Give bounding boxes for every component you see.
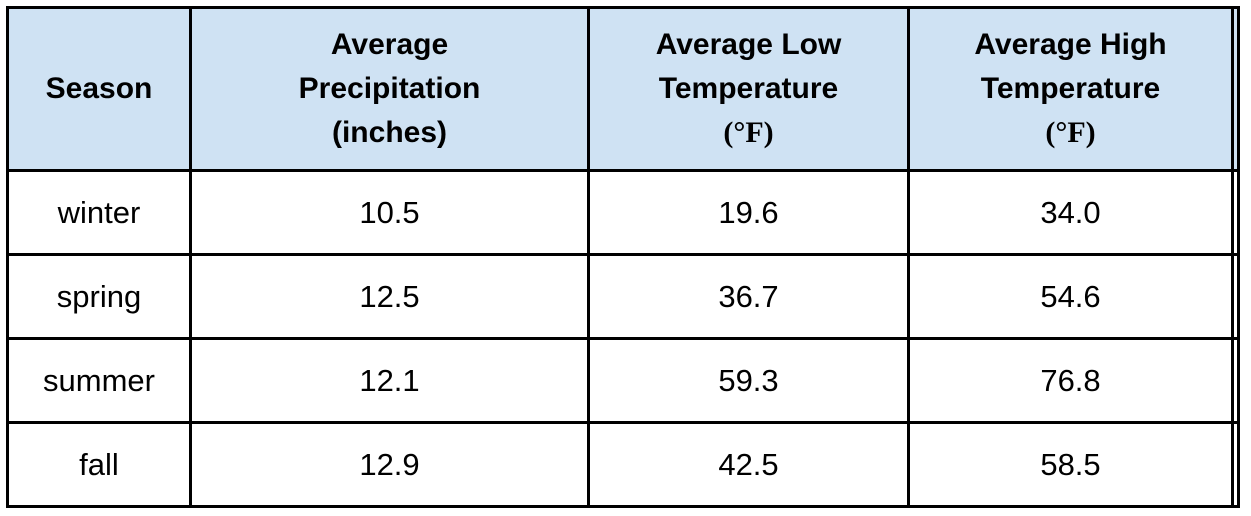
column-header-season: Season [6, 6, 192, 172]
low-temperature-cell: 42.5 [587, 421, 910, 508]
table-row-summer: summer 12.1 59.3 76.8 [6, 337, 1240, 424]
high-temperature-cell: 54.6 [907, 253, 1234, 340]
precipitation-cell: 10.5 [189, 169, 590, 256]
empty-end-cell [1231, 421, 1240, 508]
precipitation-cell: 12.9 [189, 421, 590, 508]
column-header-low-temperature-unit: (°F) [723, 116, 774, 149]
empty-end-header-cell [1231, 6, 1240, 172]
column-header-precipitation: Average Precipitation (inches) [189, 6, 590, 172]
empty-end-cell [1231, 253, 1240, 340]
table-row-winter: winter 10.5 19.6 34.0 [6, 169, 1240, 256]
high-temperature-cell: 58.5 [907, 421, 1234, 508]
high-temperature-cell: 34.0 [907, 169, 1234, 256]
column-header-low-temperature-line2: Temperature [658, 72, 839, 105]
season-cell: spring [6, 253, 192, 340]
low-temperature-cell: 59.3 [587, 337, 910, 424]
column-header-low-temperature-line1: Average Low [655, 28, 842, 61]
table-row-spring: spring 12.5 36.7 54.6 [6, 253, 1240, 340]
column-header-high-temperature-line1: Average High [974, 28, 1167, 61]
column-header-high-temperature-unit: (°F) [1045, 116, 1096, 149]
low-temperature-cell: 36.7 [587, 253, 910, 340]
high-temperature-cell: 76.8 [907, 337, 1234, 424]
header-row: Season Average Precipitation (inches) Av… [6, 6, 1240, 172]
season-cell: winter [6, 169, 192, 256]
column-header-high-temperature: Average High Temperature (°F) [907, 6, 1234, 172]
column-header-precipitation-line1: Average [330, 28, 449, 61]
column-header-high-temperature-line2: Temperature [980, 72, 1161, 105]
empty-end-cell [1231, 337, 1240, 424]
table-row-fall: fall 12.9 42.5 58.5 [6, 421, 1240, 508]
precipitation-cell: 12.1 [189, 337, 590, 424]
precipitation-cell: 12.5 [189, 253, 590, 340]
column-header-season-label: Season [45, 72, 153, 105]
low-temperature-cell: 19.6 [587, 169, 910, 256]
column-header-precipitation-line2: Precipitation [298, 72, 481, 105]
column-header-precipitation-unit: (inches) [331, 116, 448, 149]
empty-end-cell [1231, 169, 1240, 256]
season-cell: summer [6, 337, 192, 424]
season-cell: fall [6, 421, 192, 508]
column-header-low-temperature: Average Low Temperature (°F) [587, 6, 910, 172]
seasonal-weather-table: Season Average Precipitation (inches) Av… [6, 6, 1240, 508]
